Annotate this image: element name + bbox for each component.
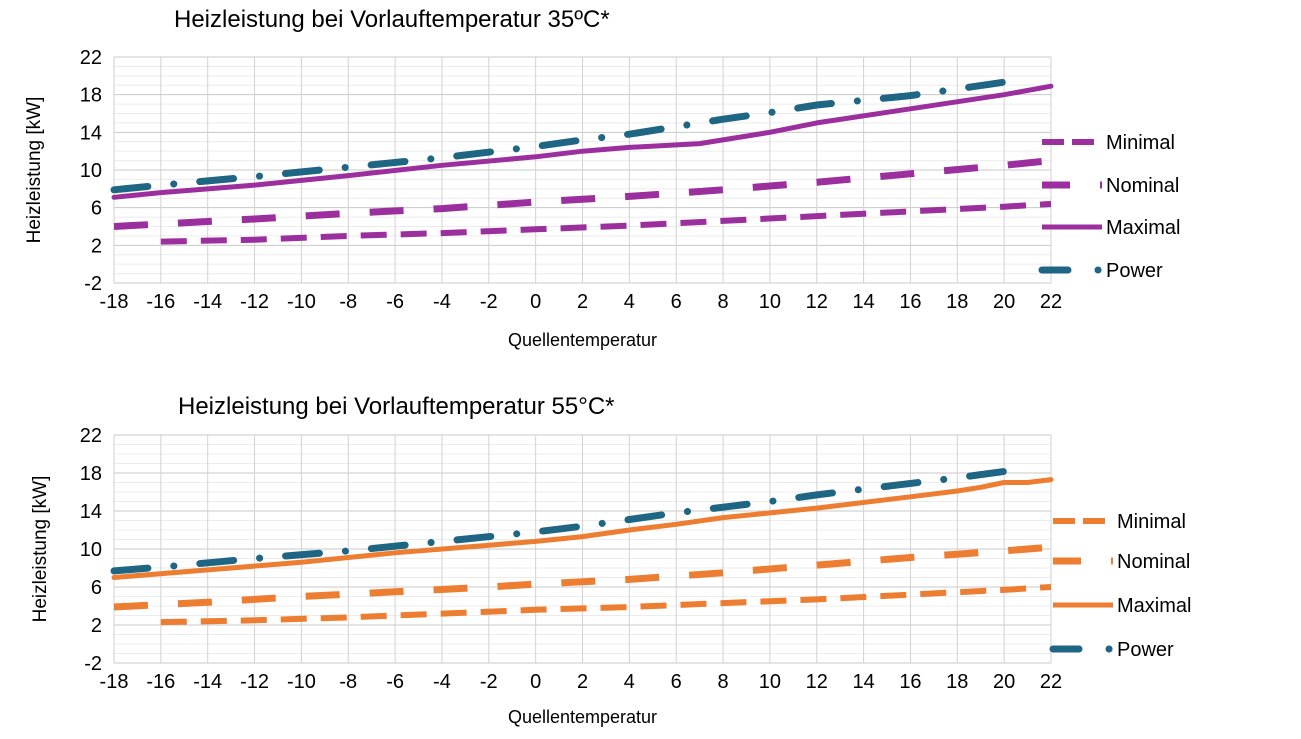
y-axis-label: Heizleistung [kW] [30,476,51,623]
series-line-minimal [160,584,1052,626]
x-tick-label: 14 [852,671,874,693]
x-tick-label: -6 [386,671,404,693]
x-tick-label: 12 [806,291,828,313]
y-tick-label: 14 [80,501,102,523]
x-tick-label: 2 [577,671,588,693]
x-tick-label: 22 [1040,291,1062,313]
chart-1: -18 -16 -14 -12 -10 -8 -6 -4 -2 0 2 4 6 8 10 12 14 16 18 20… [24,6,1180,350]
series-line-nominal [113,157,1052,230]
legend: Minimal Nominal Maximal Power [1038,132,1180,282]
y-tick-label: -2 [84,273,102,295]
x-tick-label: 2 [577,291,588,313]
chart-2: -18 -16 -14 -12 -10 -8 -6 -4 -2 0 2 4 6 8 10 12 14 16 18 20… [30,393,1191,727]
series-line-minimal [160,200,1052,245]
x-tick-label: 14 [852,291,874,313]
x-tick-labels: -18 -16 -14 -12 -10 -8 -6 -4 -2 0 2 4 6 8 10 12 14 16 18 20… [100,291,1063,313]
legend-label-minimal: Minimal [1117,511,1186,533]
x-tick-label: -14 [193,671,222,693]
x-tick-label: 6 [671,671,682,693]
y-tick-label: 10 [80,539,102,561]
y-tick-label: -2 [84,653,102,675]
series-line-power [110,75,1032,194]
x-tick-label: 20 [993,671,1015,693]
legend-label-nominal: Nominal [1117,551,1190,573]
x-tick-label: -8 [339,291,357,313]
x-tick-label: -14 [193,291,222,313]
y-tick-label: 22 [80,425,102,447]
x-tick-label: -12 [240,671,269,693]
x-tick-label: 16 [899,671,921,693]
x-tick-label: -4 [433,671,451,693]
x-tick-label: 6 [671,291,682,313]
x-tick-label: 4 [624,291,635,313]
x-tick-label: -18 [100,671,129,693]
x-tick-label: 16 [899,291,921,313]
x-tick-label: 22 [1040,671,1062,693]
y-tick-label: 22 [80,47,102,69]
legend-label-nominal: Nominal [1106,175,1179,197]
x-tick-label: 10 [759,291,781,313]
x-tick-label: -10 [287,291,316,313]
x-tick-label: -8 [339,671,357,693]
x-tick-label: -2 [480,671,498,693]
x-tick-label: 20 [993,291,1015,313]
x-tick-label: 0 [530,291,541,313]
y-tick-label: 6 [91,198,102,220]
series-line-maximal [111,83,1054,200]
x-tick-label: -2 [480,291,498,313]
x-tick-label: -16 [146,291,175,313]
series-group [110,75,1054,245]
x-axis-label: Quellentemperatur [508,330,657,350]
x-axis-label: Quellentemperatur [508,707,657,727]
series-line-maximal [111,477,1054,580]
x-tick-label: 8 [717,671,728,693]
y-tick-label: 14 [80,122,102,144]
series-group [110,464,1054,626]
x-tick-label: -18 [100,291,129,313]
gridlines [113,434,1052,664]
x-tick-label: 12 [806,671,828,693]
y-tick-label: 2 [91,615,102,637]
y-tick-label: 10 [80,160,102,182]
x-tick-labels: -18 -16 -14 -12 -10 -8 -6 -4 -2 0 2 4 6 8 10 12 14 16 18 20… [100,671,1063,693]
y-tick-label: 6 [91,577,102,599]
y-tick-label: 18 [80,463,102,485]
series-line-power [110,464,1032,575]
legend-label-maximal: Maximal [1106,217,1180,239]
x-tick-label: -4 [433,291,451,313]
gridlines [113,56,1052,284]
x-tick-label: -10 [287,671,316,693]
x-tick-label: 4 [624,671,635,693]
legend-label-maximal: Maximal [1117,595,1191,617]
x-tick-label: 18 [946,671,968,693]
x-tick-label: 10 [759,671,781,693]
y-tick-labels: -2 2 6 10 14 18 22 [80,425,102,675]
x-tick-label: -16 [146,671,175,693]
y-tick-label: 2 [91,235,102,257]
y-tick-label: 18 [80,85,102,107]
y-axis-label: Heizleistung [kW] [24,97,45,244]
x-tick-label: 8 [717,291,728,313]
legend-label-power: Power [1106,260,1163,282]
series-line-nominal [113,543,1052,611]
x-tick-label: -12 [240,291,269,313]
legend-label-minimal: Minimal [1106,132,1175,154]
x-tick-label: -6 [386,291,404,313]
legend-label-power: Power [1117,639,1174,661]
legend: Minimal Nominal Maximal Power [1049,511,1191,661]
x-tick-label: 0 [530,671,541,693]
chart-title: Heizleistung bei Vorlauftemperatur 55°C* [178,393,615,420]
chart-title: Heizleistung bei Vorlauftemperatur 35ºC* [174,6,610,33]
y-tick-labels: -2 2 6 10 14 18 22 [80,47,102,295]
x-tick-label: 18 [946,291,968,313]
